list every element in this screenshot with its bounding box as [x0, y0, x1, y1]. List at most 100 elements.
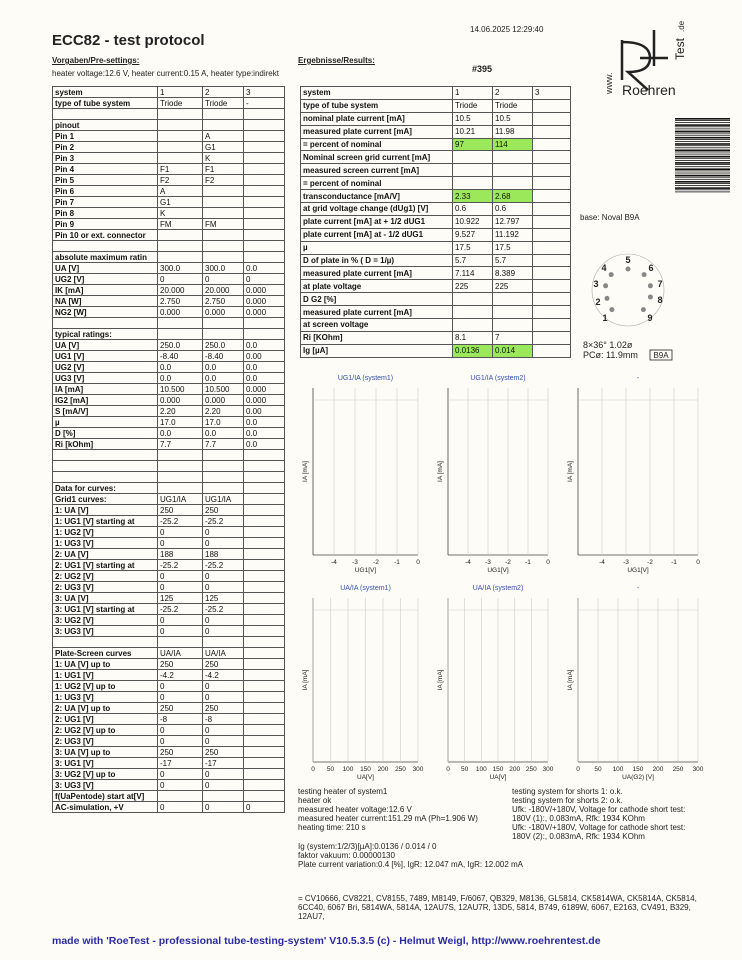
- barcode-bar: [675, 189, 730, 191]
- cell-value: [492, 163, 533, 178]
- cell-value: [202, 240, 244, 252]
- x-axis-label: UG1[V]: [487, 567, 509, 574]
- cell-value: 10.21: [452, 124, 493, 139]
- table-row: 1: UG3 [V] 0 0: [52, 537, 285, 549]
- x-tick-label: 100: [476, 766, 487, 773]
- barcode-bar: [675, 149, 730, 152]
- cell-value: 0: [243, 801, 285, 813]
- table-row: S [mA/V] 2.20 2.20 0.00: [52, 405, 285, 417]
- base-spec: 8×36° 1.02ø: [583, 340, 633, 350]
- table-row: UA [V] 300.0 300.0 0.0: [52, 262, 285, 274]
- x-tick-label: 100: [613, 766, 624, 773]
- cell-value: 17.0: [157, 416, 203, 428]
- row-label: transconductance [mA/V]: [300, 189, 453, 204]
- cell-value: [243, 130, 285, 142]
- note-line: 180V (1):, 0.083mA, Rfk: 1934 KOhm: [512, 814, 645, 823]
- table-row: at screen voltage: [300, 318, 571, 332]
- table-row: type of tube system Triode Triode: [300, 98, 571, 113]
- cell-value: 0: [202, 273, 244, 285]
- table-row: [52, 471, 285, 483]
- table-row: UG2 [V] 0 0 0: [52, 273, 285, 285]
- cell-value: [243, 790, 285, 802]
- cell-value: 12.797: [492, 214, 533, 229]
- row-label: measured plate current [mA]: [300, 266, 453, 281]
- cell-value: 125: [157, 592, 203, 604]
- pin: [640, 307, 646, 313]
- row-label: UG3 [V]: [52, 372, 158, 384]
- cell-value: -4.2: [157, 669, 203, 681]
- cell-value: [157, 482, 203, 494]
- note-line: testing system for shorts 2: o.k.: [512, 796, 623, 805]
- barcode-bar: [675, 132, 730, 134]
- cell-value: 0.0: [157, 427, 203, 439]
- cell-value: -8.40: [202, 350, 244, 362]
- cell-value: 0: [157, 581, 203, 593]
- x-tick-label: 200: [378, 766, 389, 773]
- cell-value: 250.0: [202, 339, 244, 351]
- cell-value: [157, 251, 203, 263]
- cell-value: 0: [157, 273, 203, 285]
- pin: [604, 295, 610, 301]
- table-row: 3: UA [V] up to 250 250: [52, 746, 285, 758]
- table-row: measured plate current [mA]: [300, 305, 571, 320]
- cell-value: [532, 318, 571, 332]
- row-label: type of tube system: [300, 98, 453, 113]
- cell-value: FM: [202, 218, 244, 230]
- cell-value: -25.2: [202, 515, 244, 527]
- x-tick-label: -3: [485, 559, 491, 566]
- cell-value: [243, 691, 285, 703]
- cell-value: 250: [157, 702, 203, 714]
- cell-value: 2.68: [492, 189, 533, 204]
- cell-value: 0: [202, 614, 244, 626]
- cell-value: [532, 292, 571, 307]
- table-row: UG1 [V] -8.40 -8.40 0.00: [52, 350, 285, 362]
- table-row: plate current [mA] at - 1/2 dUG1 9.527 11.…: [300, 227, 571, 242]
- row-label: Pin 7: [52, 196, 158, 208]
- y-axis-label: IA [mA]: [302, 669, 309, 690]
- cell-value: [202, 790, 244, 802]
- row-label: µ: [52, 416, 158, 428]
- barcode-bar: [675, 187, 730, 189]
- x-tick-label: 100: [343, 766, 354, 773]
- note-line: Ufk: -180V/+180V, Voltage for cathode sh…: [512, 823, 686, 832]
- cell-value: FM: [157, 218, 203, 230]
- table-row: UG2 [V] 0.0 0.0 0.0: [52, 361, 285, 373]
- table-row: 2: UG1 [V] starting at -25.2 -25.2: [52, 559, 285, 571]
- cell-value: 0: [157, 801, 203, 813]
- x-tick-label: -4: [331, 559, 337, 566]
- table-row: IA [mA] 10.500 10.500 0.000: [52, 383, 285, 395]
- row-label: UG2 [V]: [52, 273, 158, 285]
- cell-value: [243, 603, 285, 615]
- cell-value: [243, 141, 285, 153]
- cell-value: 7.114: [452, 266, 493, 281]
- barcode-bar: [675, 141, 730, 142]
- cell-value: [202, 482, 244, 494]
- cell-value: [532, 266, 571, 281]
- chart-title: -: [637, 375, 640, 382]
- socket: [591, 253, 665, 327]
- table-row: 2: UA [V] up to 250 250: [52, 702, 285, 714]
- table-row: Nominal screen grid current [mA]: [300, 150, 571, 165]
- row-label: 2: UG2 [V] up to: [52, 724, 158, 736]
- cell-value: 0.00: [243, 405, 285, 417]
- table-row: µ 17.5 17.5: [300, 240, 571, 255]
- x-axis-label: UA[V]: [357, 774, 374, 781]
- cell-value: 250: [157, 504, 203, 516]
- row-label: Ig [µA]: [300, 343, 453, 358]
- barcode-bar: [675, 185, 730, 186]
- row-label: 1: UG2 [V]: [52, 526, 158, 538]
- row-label: Pin 3: [52, 152, 158, 164]
- cell-value: [243, 768, 285, 780]
- cell-value: [202, 229, 244, 241]
- cell-value: [243, 636, 285, 648]
- logo-www: www.: [604, 72, 614, 95]
- x-tick-label: 250: [673, 766, 684, 773]
- cell-value: 188: [157, 548, 203, 560]
- cell-value: [157, 636, 203, 648]
- cell-value: [243, 526, 285, 538]
- heater-settings: heater voltage:12.6 V, heater current:0.…: [52, 69, 279, 78]
- cell-value: 0: [202, 691, 244, 703]
- row-label: 2: UA [V] up to: [52, 702, 158, 714]
- cell-value: 250: [202, 504, 244, 516]
- cell-value: [157, 141, 203, 153]
